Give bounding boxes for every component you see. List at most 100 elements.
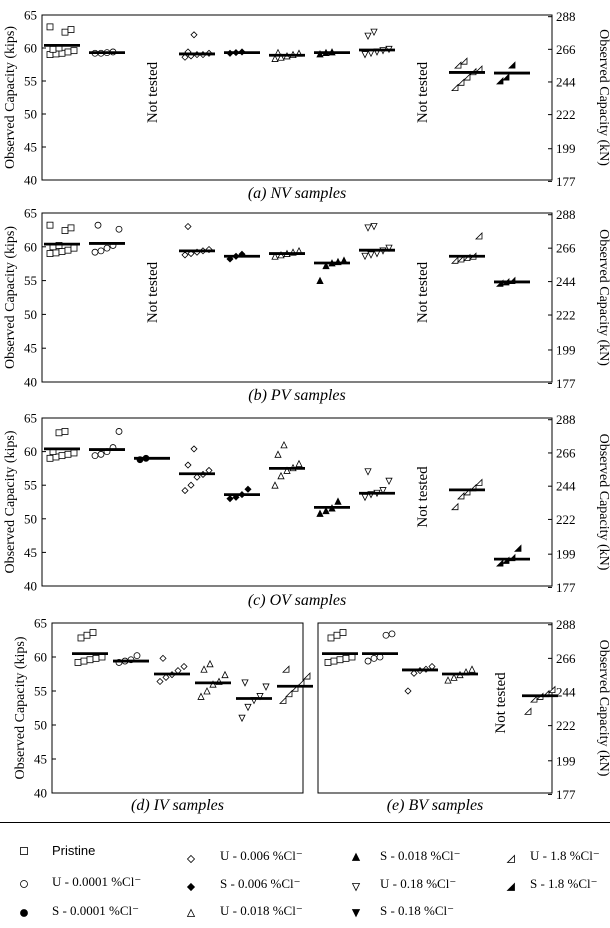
data-point-pristine	[61, 28, 69, 36]
data-point-u-0-18-cl	[364, 468, 372, 476]
data-point-u-0-0001-cl	[91, 248, 99, 256]
data-point-u-0-18-cl	[256, 693, 264, 701]
data-point-u-0-006-cl	[193, 473, 201, 481]
data-point-u-0-018-cl	[200, 665, 208, 673]
y-tick-label-right: 266	[556, 42, 576, 57]
data-point-pristine	[64, 450, 72, 458]
legend-label-s-018: S - 0.018 %Cl⁻	[380, 848, 461, 863]
data-point-u-0-18-cl	[238, 714, 246, 723]
data-point-s-0-018-cl	[334, 497, 342, 505]
data-point-pristine	[46, 454, 54, 462]
data-point-u-1-8-cl	[282, 665, 290, 673]
data-point-u-0-018-cl	[271, 252, 279, 260]
data-point-pristine	[324, 659, 332, 666]
data-point-u-0-0001-cl	[115, 428, 123, 435]
data-point-s-0-006-cl	[226, 255, 234, 263]
circle-filled-glyph	[20, 909, 28, 917]
y-tick-label-right: 244	[556, 684, 576, 699]
data-point-u-1-8-cl	[279, 696, 287, 704]
data-point-pristine	[61, 428, 69, 435]
legend-label-s-006: S - 0.006 %Cl⁻	[220, 876, 301, 891]
legend-label-pristine: Pristine	[52, 843, 96, 858]
right-triangle-open-icon	[506, 854, 515, 863]
y-tick-label-left: 40	[24, 375, 37, 390]
y-tick-label-right: 244	[556, 274, 576, 289]
data-point-u-0-006-cl	[190, 445, 198, 453]
data-point-pristine	[64, 246, 72, 254]
data-point-u-0-006-cl	[180, 662, 188, 671]
y-tick-label-left: 60	[34, 650, 47, 665]
not-tested-label-s-0-18-cl: Not tested	[415, 466, 431, 528]
legend-label-u-1-8: U - 1.8 %Cl⁻	[530, 848, 600, 863]
right-triangle-open-glyph	[506, 854, 515, 863]
right-triangle-filled-glyph	[506, 882, 515, 891]
plot-frame	[41, 417, 553, 587]
y-tick-label-left: 60	[24, 239, 37, 254]
data-point-u-0-006-cl	[404, 687, 412, 695]
legend-symbol-triangle-down-open	[350, 880, 362, 898]
data-point-u-0-0001-cl	[115, 225, 123, 233]
data-point-pristine	[74, 659, 82, 666]
plot-frame	[51, 622, 304, 794]
y-tick-label-left: 50	[34, 718, 47, 733]
panel-d-iv-samples: 40 45 50 55 60 65 Observed Capacity (kips) (d) …	[13, 616, 313, 814]
data-point-u-1-8-cl	[463, 73, 471, 81]
y-tick-label-left: 45	[24, 140, 37, 155]
panel-caption: (c) OV samples	[248, 592, 346, 609]
data-point-pristine	[339, 629, 347, 636]
data-point-u-0-18-cl	[364, 32, 372, 41]
data-point-s-0-006-cl	[244, 485, 252, 493]
panel-caption: (d) IV samples	[131, 797, 224, 814]
data-point-u-0-0001-cl	[382, 631, 390, 639]
data-point-u-1-8-cl	[285, 689, 293, 698]
data-point-u-1-8-cl	[454, 61, 462, 69]
data-point-pristine	[89, 629, 97, 636]
data-point-u-1-8-cl	[457, 78, 465, 86]
data-point-u-0-18-cl	[241, 679, 249, 687]
data-point-s-1-8-cl	[508, 61, 516, 69]
data-point-u-0-018-cl	[280, 440, 288, 449]
y-tick-label-left: 55	[24, 74, 37, 89]
y-tick-label-right: 288	[556, 412, 576, 427]
data-point-u-1-8-cl	[303, 672, 311, 680]
data-point-pristine	[67, 224, 75, 232]
panel-b-pv-samples: 40 45 50 55 60 65 Observed Capacity (kips) 177 1…	[3, 206, 610, 405]
data-point-s-0-018-cl	[322, 506, 330, 515]
data-point-u-0-18-cl	[385, 244, 393, 253]
y-tick-label-right: 266	[556, 651, 576, 666]
circle-open-glyph	[20, 880, 28, 888]
data-point-pristine	[46, 250, 54, 257]
triangle-up-open-glyph	[186, 908, 196, 917]
data-point-pristine	[49, 45, 57, 53]
y-axis-label-right: Observed Capacity (kN)	[596, 229, 610, 366]
data-point-u-0-0001-cl	[370, 654, 378, 662]
data-point-u-1-8-cl	[457, 491, 465, 500]
data-point-u-1-8-cl	[451, 502, 459, 511]
square-open-glyph	[20, 847, 28, 855]
legend-symbol-circle-open	[18, 877, 30, 895]
data-point-u-0-0001-cl	[97, 247, 105, 255]
data-point-pristine	[80, 657, 88, 665]
not-tested-label-s-0-0001-cl: Not tested	[145, 261, 161, 323]
plot-frame	[41, 14, 553, 181]
data-point-u-0-006-cl	[181, 251, 189, 259]
data-point-u-0-0001-cl	[94, 221, 102, 229]
data-point-u-0-006-cl	[190, 31, 198, 39]
data-point-pristine	[83, 631, 91, 639]
data-point-u-0-006-cl	[187, 481, 195, 489]
data-point-u-0-18-cl	[370, 28, 378, 37]
data-point-pristine	[52, 249, 60, 257]
y-tick-label-left: 60	[24, 41, 37, 56]
plot-frame	[41, 212, 553, 383]
data-point-u-0-0001-cl	[388, 630, 396, 638]
data-point-u-1-8-cl	[475, 232, 483, 240]
y-tick-label-left: 55	[34, 684, 47, 699]
legend-label-u-018: U - 0.018 %Cl⁻	[220, 903, 303, 918]
data-point-s-1-8-cl	[502, 73, 510, 81]
triangle-down-open-icon	[351, 883, 361, 892]
legend-label-s-1-8: S - 1.8 %Cl⁻	[530, 876, 598, 891]
legend-symbol-circle-filled	[18, 906, 30, 924]
data-point-u-0-018-cl	[274, 450, 282, 458]
data-point-u-0-018-cl	[206, 659, 214, 668]
data-point-u-1-8-cl	[457, 255, 465, 263]
